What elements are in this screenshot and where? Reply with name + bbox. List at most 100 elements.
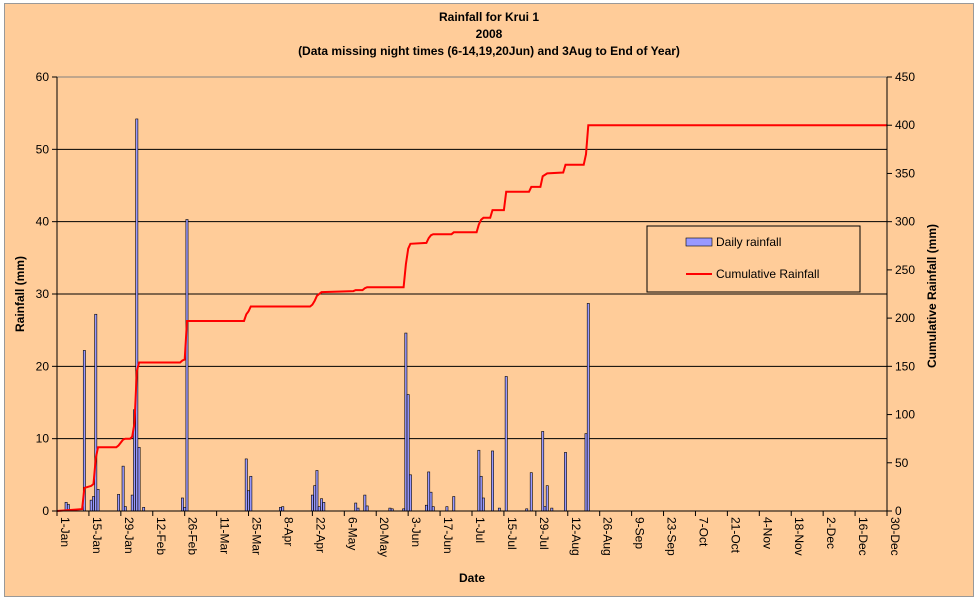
daily-rainfall-bar: [365, 505, 369, 512]
daily-rainfall-bar: [404, 332, 408, 512]
daily-rainfall-bar: [142, 507, 146, 512]
chart-title-line-1: Rainfall for Krui 1: [439, 10, 539, 24]
x-tick-label: 4-Nov: [760, 517, 774, 549]
legend-swatch-daily-rainfall: [685, 237, 713, 247]
daily-rainfall-bar: [491, 450, 494, 512]
daily-rainfall-bar: [94, 313, 98, 512]
chart-title-line-2: 2008: [476, 27, 503, 41]
daily-rainfall-bar: [310, 494, 314, 512]
x-tick-label: 20-May: [377, 517, 391, 557]
daily-rainfall-bar: [117, 494, 120, 512]
x-tick-label: 22-Apr: [313, 517, 327, 553]
x-tick-label: 21-Oct: [728, 517, 742, 554]
daily-rainfall-bar: [89, 499, 93, 512]
x-tick-label: 1-Jan: [58, 517, 72, 547]
x-tick-label: 11-Mar: [218, 517, 232, 554]
legend: Daily rainfall Cumulative Rainfall: [646, 225, 861, 293]
daily-rainfall-bar: [504, 376, 508, 512]
y2-tick-label: 100: [895, 408, 915, 422]
daily-rainfall-bar: [244, 458, 248, 512]
cumulative-rainfall-line-group: [56, 124, 887, 512]
x-tick-label: 12-Feb: [154, 517, 168, 555]
y-tick-label: 0: [42, 504, 49, 518]
y-tick-label: 60: [36, 70, 50, 84]
daily-rainfall-bar: [92, 496, 95, 512]
daily-rainfall-bar: [424, 504, 428, 512]
daily-rainfall-bar: [445, 506, 449, 512]
daily-rainfall-bar: [322, 502, 326, 512]
daily-rainfall-bar: [409, 474, 412, 512]
y-tick-label: 50: [36, 142, 50, 156]
x-tick-label: 16-Dec: [856, 517, 870, 556]
daily-rainfall-bar: [363, 494, 367, 512]
x-tick-label: 26-Feb: [186, 517, 200, 555]
daily-rainfall-bar: [545, 485, 549, 512]
daily-rainfall-bar: [541, 431, 545, 512]
x-tick-label: 29-Jan: [122, 517, 136, 554]
daily-rainfall-bar: [315, 470, 319, 512]
x-tick-label: 1-Jul: [473, 517, 487, 543]
x-tick-label: 15-Jan: [90, 517, 104, 554]
x-tick-label: 6-May: [345, 517, 359, 550]
y-axis-title: Rainfall (mm): [13, 256, 27, 332]
daily-rainfall-bar: [586, 303, 590, 512]
daily-rainfall-bar: [317, 506, 321, 512]
daily-rainfall-bar: [181, 497, 184, 512]
x-tick-label: 7-Oct: [696, 517, 710, 547]
x-tick-label: 3-Jun: [409, 517, 423, 547]
daily-rainfall-bar: [320, 498, 323, 512]
x-axis: 1-Jan 15-Jan 29-Jan 12-Feb 26-Feb 11-Mar 25-Ma…: [56, 510, 902, 557]
daily-rainfall-bar: [249, 475, 253, 512]
y-tick-label: 10: [36, 432, 50, 446]
daily-rainfall-bar: [121, 465, 125, 512]
daily-rainfall-bar: [477, 449, 481, 512]
legend-box: [646, 225, 861, 293]
daily-rainfall-bar: [452, 496, 456, 512]
daily-rainfall-bar: [313, 485, 317, 512]
y2-tick-label: 250: [895, 263, 915, 277]
daily-rainfall-bar: [96, 488, 100, 512]
legend-label-daily-rainfall: Daily rainfall: [716, 235, 781, 249]
x-tick-label: 29-Jul: [537, 517, 551, 550]
y2-tick-label: 50: [895, 456, 909, 470]
y2-tick-label: 200: [895, 311, 915, 325]
x-tick-label: 15-Jul: [505, 517, 519, 550]
daily-rainfall-bar: [124, 506, 127, 512]
x-tick-label: 12-Aug: [569, 517, 583, 556]
legend-label-cumulative-rainfall: Cumulative Rainfall: [716, 267, 819, 281]
chart-title: Rainfall for Krui 1 2008 (Data missing n…: [298, 10, 680, 58]
y2-axis-title: Cumulative Rainfall (mm): [925, 224, 939, 368]
y-tick-label: 30: [36, 287, 50, 301]
daily-rainfall-bar: [183, 507, 187, 512]
daily-rainfall-bar: [429, 491, 433, 512]
daily-rainfall-bar: [431, 506, 435, 512]
y-tick-label: 20: [36, 359, 50, 373]
daily-rainfall-bars: [64, 118, 590, 512]
cumulative-rainfall-line: [56, 124, 887, 512]
x-tick-label: 2-Dec: [824, 517, 838, 549]
x-tick-label: 9-Sep: [633, 517, 647, 549]
y-axis-right: 0 50 100 150 200 250 300 350 400 450: [886, 70, 915, 518]
x-tick-label: 30-Dec: [888, 517, 902, 556]
y2-tick-label: 350: [895, 166, 915, 180]
daily-rainfall-bar: [247, 490, 250, 512]
daily-rainfall-bar: [529, 472, 533, 512]
daily-rainfall-bar: [479, 475, 483, 512]
daily-rainfall-bar: [406, 394, 410, 512]
daily-rainfall-bar: [584, 433, 588, 512]
y2-tick-label: 450: [895, 70, 915, 84]
y2-tick-label: 0: [895, 504, 902, 518]
daily-rainfall-bar: [130, 494, 134, 512]
x-tick-label: 26-Aug: [601, 517, 615, 556]
daily-rainfall-bar: [543, 506, 547, 512]
chart-title-line-3: (Data missing night times (6-14,19,20Jun…: [298, 44, 680, 58]
y-tick-label: 40: [36, 215, 50, 229]
daily-rainfall-bar: [482, 497, 485, 512]
x-tick-label: 17-Jun: [441, 517, 455, 554]
daily-rainfall-bar: [135, 118, 139, 512]
daily-rainfall-bar: [185, 219, 189, 512]
daily-rainfall-bar: [564, 452, 567, 512]
y2-tick-label: 300: [895, 215, 915, 229]
y2-tick-label: 400: [895, 118, 915, 132]
